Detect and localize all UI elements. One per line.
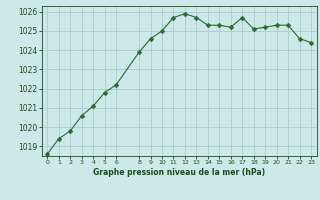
X-axis label: Graphe pression niveau de la mer (hPa): Graphe pression niveau de la mer (hPa) [93, 168, 265, 177]
